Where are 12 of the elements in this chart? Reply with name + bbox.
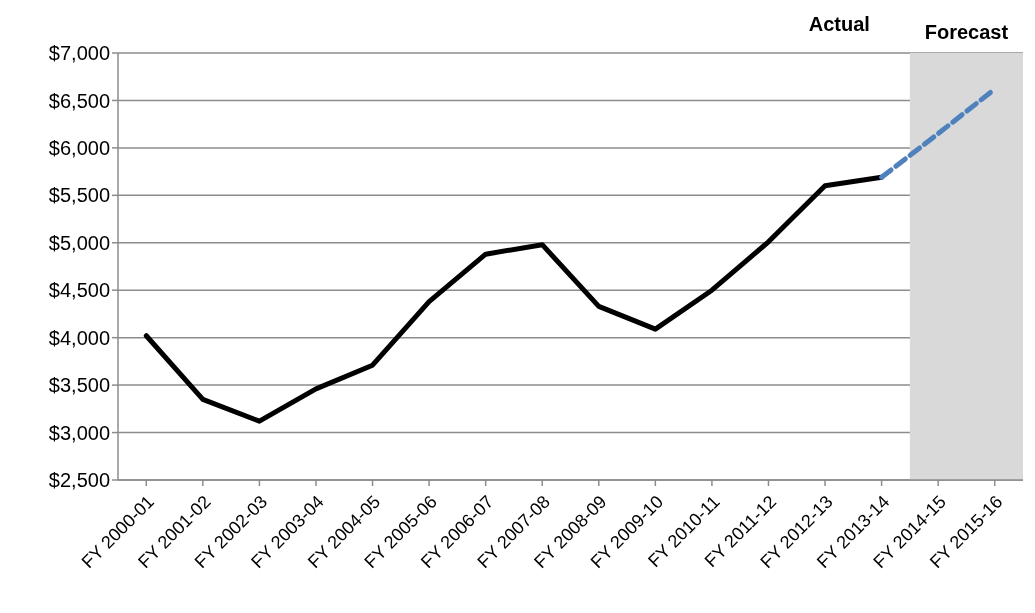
y-tick-label: $6,000 — [48, 136, 110, 159]
band-label: Forecast — [924, 21, 1009, 43]
y-tick-label: $6,500 — [48, 89, 110, 112]
y-tick-label: $2,500 — [48, 469, 110, 492]
y-tick-label: $3,500 — [48, 374, 110, 397]
y-tick-label: $4,000 — [48, 326, 110, 349]
y-tick-label: $4,500 — [48, 279, 110, 302]
y-tick-label: $5,500 — [48, 184, 110, 207]
y-tick-label: $3,000 — [48, 421, 110, 444]
text: Actual — [808, 13, 870, 36]
y-tick-label: $5,000 — [48, 231, 110, 254]
y-tick-label: $7,000 — [48, 42, 110, 65]
